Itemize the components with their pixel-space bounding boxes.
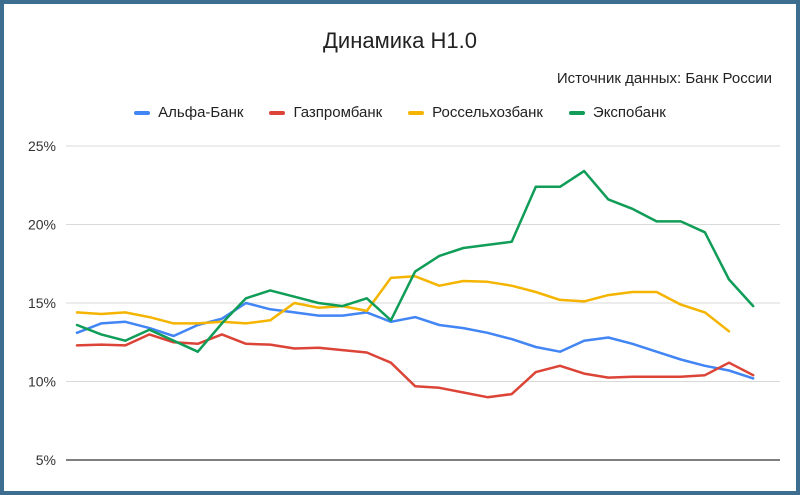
- series-line-1[interactable]: [75, 333, 755, 399]
- legend-swatch-expo: [568, 110, 585, 115]
- chart-title: Динамика Н1.0: [323, 28, 477, 53]
- y-tick-label: 20%: [28, 217, 56, 233]
- y-tick-label: 15%: [28, 295, 56, 311]
- legend-item-alfa[interactable]: Альфа-Банк: [134, 104, 243, 121]
- series-line-0[interactable]: [75, 301, 755, 380]
- series-line-3[interactable]: [75, 169, 755, 353]
- legend-swatch-alfa: [134, 110, 151, 115]
- legend-item-rshb[interactable]: Россельхозбанк: [408, 104, 543, 121]
- legend-label-gazprom: Газпромбанк: [293, 104, 383, 121]
- legend-label-expo: Экспобанк: [592, 104, 666, 121]
- series-line-2[interactable]: [75, 275, 731, 333]
- legend-swatch-rshb: [408, 110, 425, 115]
- y-tick-label: 10%: [28, 374, 56, 390]
- legend-item-expo[interactable]: Экспобанк: [568, 104, 666, 121]
- chart-legend: Альфа-Банк Газпромбанк Россельхозбанк Эк…: [4, 104, 796, 121]
- legend-label-rshb: Россельхозбанк: [432, 104, 543, 121]
- legend-swatch-gazprom: [269, 110, 286, 115]
- y-tick-label: 5%: [36, 452, 56, 468]
- legend-label-alfa: Альфа-Банк: [158, 104, 244, 121]
- chart-source: Источник данных: Банк России: [556, 70, 772, 87]
- legend-item-gazprom[interactable]: Газпромбанк: [269, 104, 382, 121]
- y-tick-label: 25%: [28, 138, 56, 154]
